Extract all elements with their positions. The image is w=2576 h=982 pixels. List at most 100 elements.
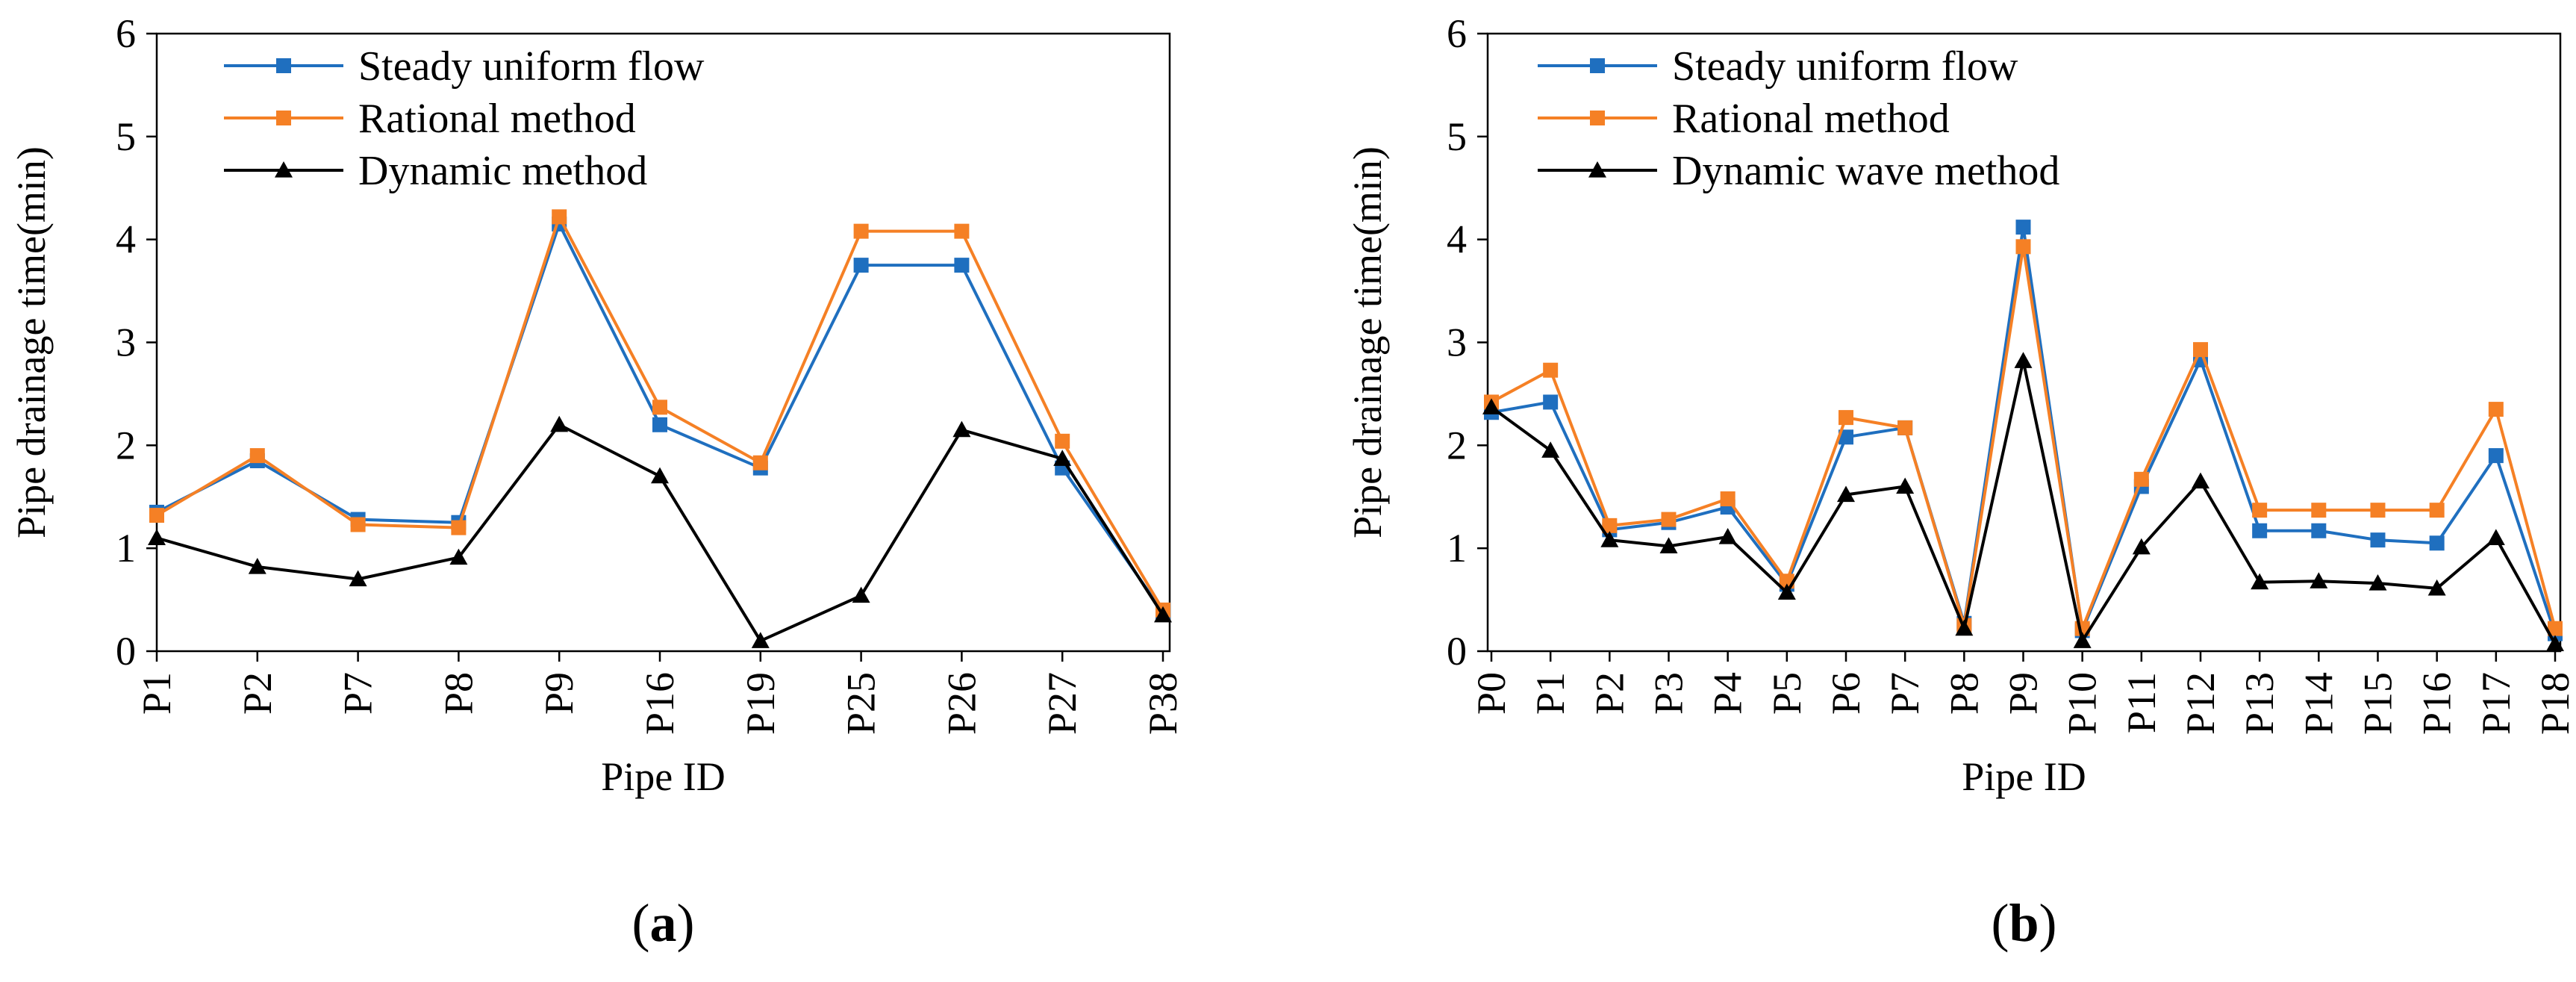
x-tick-label: P0	[1469, 672, 1514, 715]
legend-marker	[1588, 161, 1606, 178]
data-point	[248, 557, 266, 574]
data-point	[952, 420, 971, 438]
series-rational-method	[149, 209, 1170, 618]
panel-label-open: (	[1991, 893, 2009, 953]
x-tick-label: P8	[436, 672, 481, 715]
chart-panel-a: 0 1 2 3 4 5 6 P1 P2 P7 P8 P9 P16 P19 P25 P26 P27 P38 Pipe …	[9, 11, 1185, 953]
data-point	[2310, 572, 2328, 588]
y-tick-label: 6	[1447, 11, 1467, 56]
data-point	[2252, 503, 2268, 518]
data-point	[652, 400, 667, 415]
data-point	[1053, 450, 1072, 466]
series-line	[1491, 245, 2557, 630]
data-point	[2192, 472, 2209, 489]
data-point	[1482, 398, 1500, 414]
data-point	[853, 223, 869, 239]
data-point	[2429, 503, 2445, 518]
x-tick-label: P27	[1040, 672, 1085, 735]
panel-label: (b)	[1991, 893, 2056, 953]
data-point	[852, 586, 870, 603]
series-steady-uniform-flow	[1484, 220, 2563, 641]
x-tick-label: P1	[1528, 672, 1573, 715]
x-tick-label: P11	[2119, 672, 2164, 733]
y-tick-label: 5	[1447, 114, 1467, 159]
data-point	[449, 548, 468, 565]
y-tick-label: 2	[1447, 423, 1467, 467]
data-point	[1720, 491, 1735, 507]
plot-area-frame	[155, 32, 1171, 653]
data-point	[651, 467, 669, 484]
panel-label-letter: a	[650, 893, 677, 953]
data-point	[1659, 537, 1678, 554]
y-tick-label: 2	[116, 423, 136, 467]
data-point	[2548, 621, 2563, 636]
data-point	[2427, 579, 2446, 596]
series-steady-uniform-flow	[149, 216, 1170, 620]
legend-label: Dynamic method	[358, 148, 647, 194]
data-point	[2370, 503, 2386, 518]
legend-marker	[1590, 58, 1605, 73]
y-axis-title: Pipe drainage time(min)	[9, 146, 54, 538]
legend-marker	[276, 111, 291, 125]
x-tick-label: P25	[839, 672, 884, 735]
x-tick-label: P2	[1587, 672, 1632, 715]
data-point	[2014, 352, 2033, 368]
series-dynamic-wave-method	[1482, 352, 2564, 651]
x-tick-label: P4	[1706, 672, 1750, 715]
data-point	[2370, 532, 2386, 548]
y-tick-label: 1	[116, 526, 136, 571]
data-point	[1837, 485, 1855, 503]
x-tick-label: P17	[2474, 672, 2519, 735]
y-tick-label: 6	[116, 11, 136, 56]
series-line	[156, 423, 1164, 643]
panel-label: (a)	[632, 893, 695, 953]
series-line	[1490, 359, 2557, 645]
data-point	[2311, 523, 2327, 538]
panel-label-open: (	[632, 893, 650, 953]
data-point	[1543, 394, 1559, 410]
chart-panel-b: 0 1 2 3 4 5 6 P0 P1 P2 P3 P4 P5 P6 P7 P8 P9 P10 P11 P12 P13 P…	[1345, 11, 2576, 953]
data-point	[149, 508, 164, 523]
x-tick-label: P9	[537, 672, 581, 715]
y-tick-label: 0	[1447, 629, 1467, 674]
data-point	[2132, 538, 2151, 555]
x-tick-label: P26	[939, 672, 984, 735]
x-tick-label: P7	[1883, 672, 1927, 715]
x-tick-label: P3	[1647, 672, 1691, 715]
legend-marker	[1590, 111, 1605, 125]
legend-label: Rational method	[1672, 96, 1950, 142]
data-point	[349, 570, 367, 587]
data-point	[148, 529, 166, 545]
data-point	[1661, 512, 1677, 527]
series-line	[1491, 226, 2557, 635]
data-point	[1839, 429, 1853, 445]
legend-marker	[276, 58, 291, 73]
y-tick-label: 4	[116, 217, 136, 262]
data-point	[1154, 606, 1172, 623]
data-point	[2311, 503, 2327, 518]
data-point	[2429, 535, 2445, 551]
series-rational-method	[1484, 239, 2563, 636]
data-point	[751, 632, 770, 648]
legend-label: Rational method	[358, 96, 636, 142]
y-axis-title: Pipe drainage time(min)	[1345, 146, 1390, 538]
x-axis-title: Pipe ID	[601, 754, 725, 799]
x-tick-label: P16	[2415, 672, 2460, 735]
data-point	[249, 448, 265, 464]
data-point	[954, 223, 970, 239]
panel-label-close: )	[677, 893, 695, 953]
data-point	[2252, 523, 2268, 538]
data-point	[2251, 573, 2269, 590]
data-point	[2193, 342, 2208, 358]
data-point	[853, 258, 869, 273]
legend-label: Steady uniform flow	[1672, 43, 2018, 90]
data-point	[350, 517, 366, 532]
legend-label: Steady uniform flow	[358, 43, 705, 90]
legend-label: Dynamic wave method	[1672, 148, 2059, 194]
x-tick-label: P5	[1765, 672, 1809, 715]
x-tick-label: P1	[134, 672, 179, 715]
panel-label-close: )	[2039, 893, 2057, 953]
x-axis-title: Pipe ID	[1962, 754, 2086, 799]
data-point	[1839, 410, 1853, 426]
